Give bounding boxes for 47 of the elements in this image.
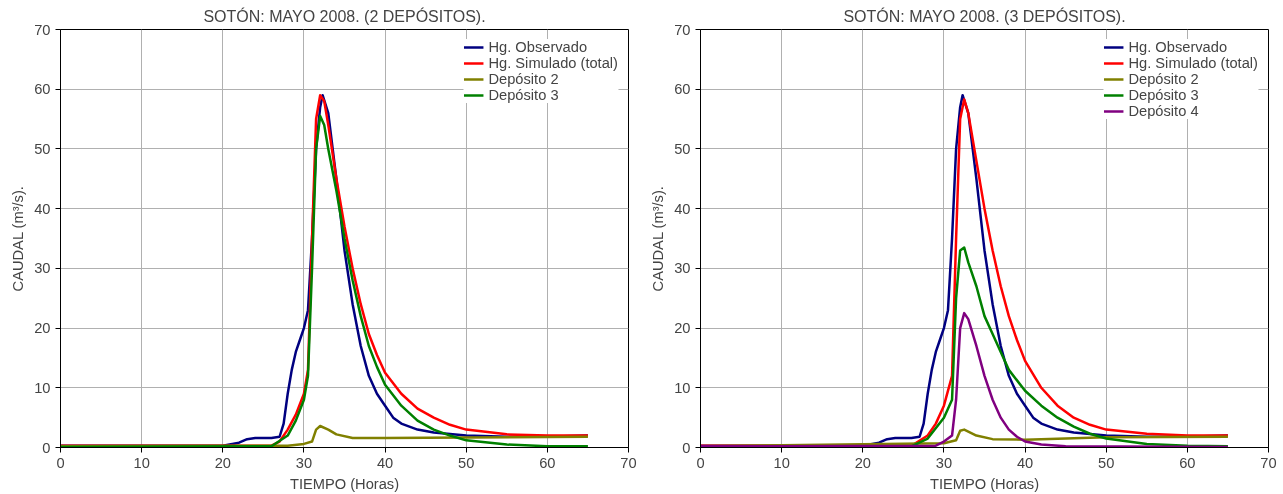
x-axis-title: TIEMPO (Horas) [289,475,400,492]
x-tick-label: 70 [620,454,637,471]
x-tick-label: 50 [1098,454,1115,471]
legend-label: Hg. Observado [1128,39,1228,55]
legend-label: Hg. Simulado (total) [1128,55,1258,71]
x-tick-label: 40 [376,454,394,471]
legend-label: Hg. Simulado (total) [488,55,618,71]
x-tick-label: 20 [854,454,871,471]
legend-label: Depósito 2 [488,71,559,87]
x-tick-label: 0 [696,454,705,471]
y-tick-label: 20 [34,320,51,337]
y-tick-label: 10 [34,379,51,396]
x-tick-label: 40 [1016,454,1034,471]
x-tick-label: 60 [539,454,556,471]
y-tick-label: 30 [674,260,691,277]
legend-label: Hg. Observado [488,39,588,55]
x-tick-label: 50 [458,454,475,471]
y-tick-label: 0 [42,439,51,456]
y-tick-label: 60 [674,81,691,98]
legend-label: Depósito 3 [488,87,559,103]
y-tick-label: 70 [674,21,691,38]
legend-label: Depósito 4 [1128,103,1199,119]
y-tick-label: 40 [34,200,51,217]
y-axis-title: CAUDAL (m³/s). [10,186,27,292]
y-axis-title: CAUDAL (m³/s). [650,186,667,292]
y-tick-label: 60 [34,81,51,98]
legend-label: Depósito 3 [1128,87,1199,103]
x-tick-label: 70 [1260,454,1277,471]
x-tick-label: 0 [56,454,65,471]
y-tick-label: 50 [674,140,691,157]
x-tick-label: 30 [935,454,953,471]
y-tick-label: 0 [682,439,691,456]
chart-title: SOTÓN: MAYO 2008. (3 DEPÓSITOS). [843,6,1126,25]
y-tick-label: 20 [674,320,691,337]
y-tick-label: 10 [674,379,691,396]
x-tick-label: 60 [1179,454,1196,471]
x-tick-label: 30 [295,454,313,471]
y-tick-label: 70 [34,21,51,38]
x-tick-label: 20 [214,454,231,471]
y-tick-label: 30 [34,260,51,277]
chart-title: SOTÓN: MAYO 2008. (2 DEPÓSITOS). [203,6,486,25]
x-tick-label: 10 [133,454,150,471]
y-tick-label: 40 [674,200,691,217]
y-tick-label: 50 [34,140,51,157]
x-axis-title: TIEMPO (Horas) [929,475,1040,492]
legend-label: Depósito 2 [1128,71,1199,87]
x-tick-label: 10 [773,454,790,471]
